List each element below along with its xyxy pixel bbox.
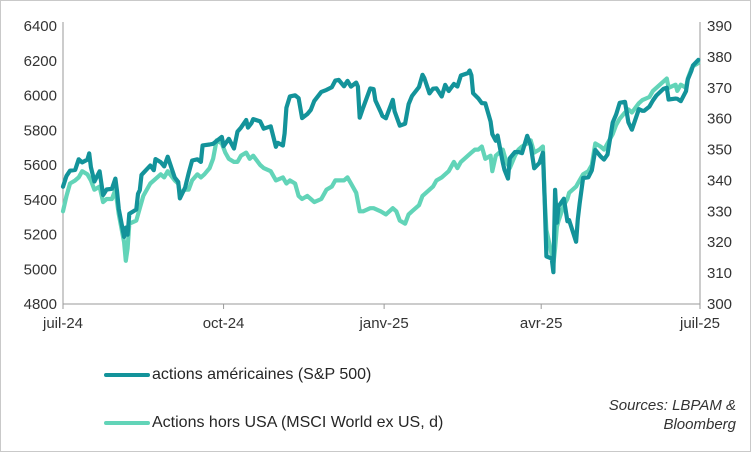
series-line-sp500 [60, 57, 701, 275]
source-note: Sources: LBPAM & Bloomberg [609, 396, 736, 434]
series-lines [60, 57, 701, 275]
y-left-tick-label: 5800 [24, 122, 57, 139]
y-right-tick-label: 310 [707, 265, 732, 282]
legend-swatch-sp500 [104, 373, 150, 377]
legend-item-exus: Actions hors USA (MSCI World ex US, d) [104, 414, 443, 432]
y-left-tick-label: 5000 [24, 261, 57, 278]
legend-item-sp500: actions américaines (S&P 500) [104, 366, 371, 384]
y-left-tick-label: 5400 [24, 192, 57, 209]
y-right-tick-label: 340 [707, 172, 732, 189]
y-right-tick-label: 350 [707, 142, 732, 159]
y-left-tick-label: 6200 [24, 53, 57, 70]
y-right-tick-label: 330 [707, 203, 732, 220]
x-tick-label: avr-25 [520, 315, 563, 332]
y-right-tick-label: 380 [707, 49, 732, 66]
source-line-1: Sources: LBPAM & [608, 397, 736, 414]
y-right-tick-label: 360 [707, 111, 732, 128]
tick-labels: 4800 5000 5200 5400 5600 5800 6000 6200 6400 300 3… [24, 18, 732, 332]
y-right-tick-label: 320 [707, 234, 732, 251]
y-left-tick-label: 5600 [24, 157, 57, 174]
x-tick-label: juil-24 [42, 315, 83, 332]
y-left-tick-label: 5200 [24, 227, 57, 244]
series-line-msci-world-ex-us [60, 61, 701, 266]
y-right-tick-label: 300 [707, 296, 732, 313]
y-right-tick-label: 390 [707, 18, 732, 35]
y-left-tick-label: 6000 [24, 88, 57, 105]
x-tick-label: janv-25 [359, 315, 409, 332]
y-left-tick-label: 4800 [24, 296, 57, 313]
legend-label-sp500: actions américaines (S&P 500) [152, 366, 372, 383]
legend-swatch-exus [104, 421, 150, 425]
y-right-tick-label: 370 [707, 80, 732, 97]
y-left-tick-label: 6400 [24, 18, 57, 35]
legend-label-exus: Actions hors USA (MSCI World ex US, d) [152, 414, 444, 431]
source-line-2: Bloomberg [663, 416, 736, 433]
chart-axes [62, 22, 701, 305]
x-tick-label: juil-25 [679, 315, 720, 332]
x-tick-label: oct-24 [203, 315, 245, 332]
